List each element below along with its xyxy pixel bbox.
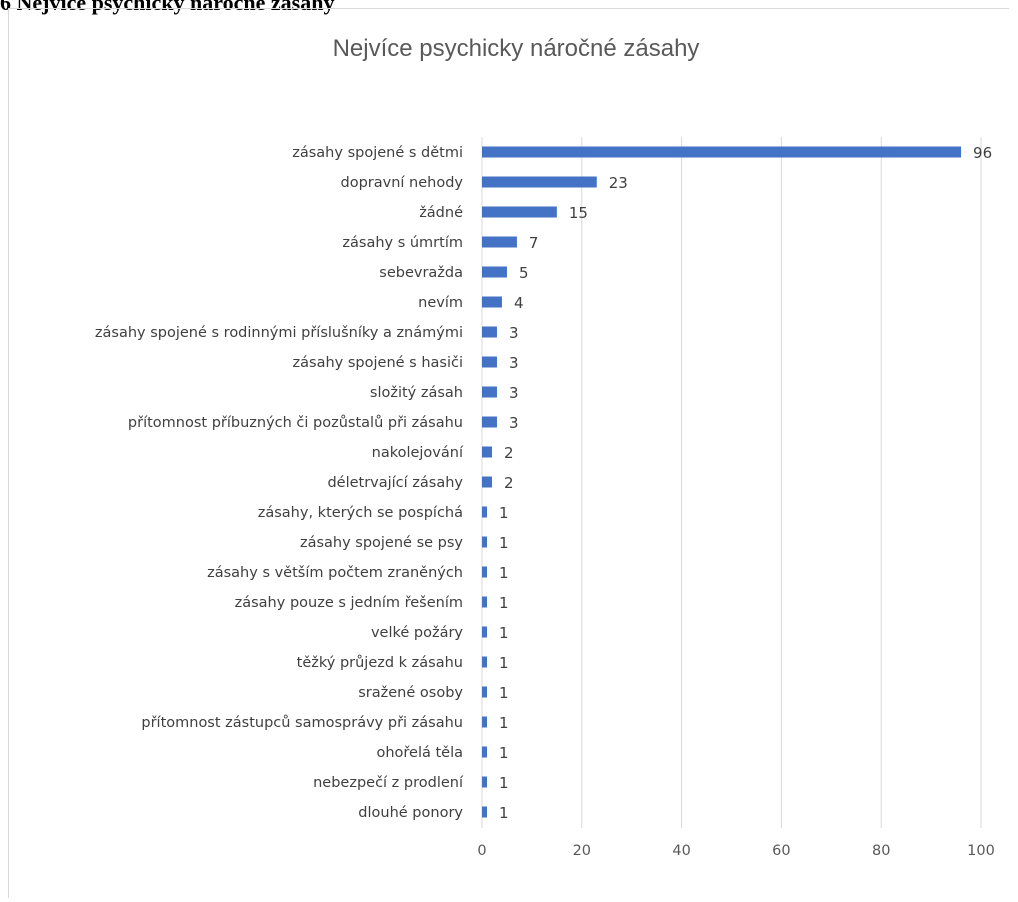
value-labels: 96 23 15 75 4 3 3 3 3 2 2 1 1 1 1 1 1 1 1 1 1 1 (499, 144, 992, 822)
bar (482, 176, 597, 188)
category-label: zásahy spojené s hasiči (293, 355, 463, 371)
category-label: složitý zásah (370, 385, 463, 401)
category-label: sražené osoby (358, 685, 463, 701)
value-label: 3 (509, 414, 519, 432)
bar (482, 476, 492, 488)
value-label: 15 (569, 204, 588, 222)
value-label: 2 (504, 444, 514, 462)
bar (482, 296, 502, 308)
value-label: 1 (499, 714, 509, 732)
value-label: 1 (499, 654, 509, 672)
bar (482, 596, 487, 608)
x-tick-label: 20 (573, 843, 591, 859)
value-label: 1 (499, 744, 509, 762)
category-label: dopravní nehody (341, 175, 464, 191)
category-label: přítomnost zástupců samosprávy při zásah… (141, 715, 463, 731)
value-label: 3 (509, 384, 519, 402)
bar (482, 236, 517, 248)
value-label: 5 (519, 264, 529, 282)
value-label: 1 (499, 624, 509, 642)
category-label: zásahy pouze s jedním řešením (235, 595, 463, 611)
category-label: žádné (419, 205, 463, 221)
value-label: 4 (514, 294, 524, 312)
value-label: 1 (499, 804, 509, 822)
value-label: 1 (499, 594, 509, 612)
category-label: těžký průjezd k zásahu (297, 655, 463, 671)
bar (482, 536, 487, 548)
value-label: 7 (529, 234, 539, 252)
category-label: zásahy spojené s dětmi (292, 145, 463, 161)
bar (482, 566, 487, 578)
bar (482, 776, 487, 788)
value-label: 1 (499, 504, 509, 522)
x-tick-label: 80 (872, 843, 890, 859)
gridlines (481, 137, 982, 828)
category-label: ohořelá těla (376, 745, 463, 761)
bar (482, 146, 962, 158)
bar (482, 446, 492, 458)
bar (482, 356, 497, 368)
bar (482, 506, 487, 518)
category-label: déletrvající zásahy (327, 475, 463, 491)
chart-title: Nejvíce psychicky náročné zásahy (333, 35, 700, 62)
value-label: 2 (504, 474, 514, 492)
bar (482, 686, 487, 698)
category-label: nevím (418, 295, 463, 311)
category-label: zásahy spojené s rodinnými příslušníky a… (95, 325, 463, 341)
bar (482, 206, 557, 218)
figure-caption: 6 Nejvíce psychicky náročné zásahy (0, 0, 335, 15)
value-label: 3 (509, 324, 519, 342)
bar (482, 716, 487, 728)
value-label: 1 (499, 774, 509, 792)
bar (482, 416, 497, 428)
category-label: zásahy s úmrtím (342, 235, 463, 251)
x-axis-ticks: 0 20 40 60 80 100 (477, 843, 994, 859)
bar (482, 656, 487, 668)
value-label: 23 (609, 174, 628, 192)
value-label: 1 (499, 564, 509, 582)
category-label: velké požáry (371, 625, 463, 641)
category-label: zásahy s větším počtem zraněných (207, 565, 463, 581)
bar (482, 806, 487, 818)
category-label: přítomnost příbuzných či pozůstalů při z… (128, 415, 463, 431)
chart-frame (8, 8, 1009, 898)
value-label: 1 (499, 684, 509, 702)
x-tick-label: 0 (477, 843, 486, 859)
category-labels: zásahy spojené s dětmi dopravní nehody žád… (95, 145, 464, 821)
bar (482, 626, 487, 638)
bar (482, 326, 497, 338)
x-tick-label: 100 (967, 843, 995, 859)
category-label: dlouhé ponory (358, 805, 463, 821)
value-label: 3 (509, 354, 519, 372)
x-tick-label: 60 (772, 843, 790, 859)
bar (482, 266, 507, 278)
bar (482, 746, 487, 758)
category-label: zásahy spojené se psy (300, 535, 463, 551)
value-label: 1 (499, 534, 509, 552)
category-label: nakolejování (372, 445, 464, 461)
value-label: 96 (973, 144, 992, 162)
category-label: sebevražda (379, 265, 463, 281)
category-label: nebezpečí z prodlení (313, 775, 464, 791)
bars (482, 146, 962, 818)
bar (482, 386, 497, 398)
x-tick-label: 40 (672, 843, 690, 859)
category-label: zásahy, kterých se pospíchá (258, 505, 463, 521)
